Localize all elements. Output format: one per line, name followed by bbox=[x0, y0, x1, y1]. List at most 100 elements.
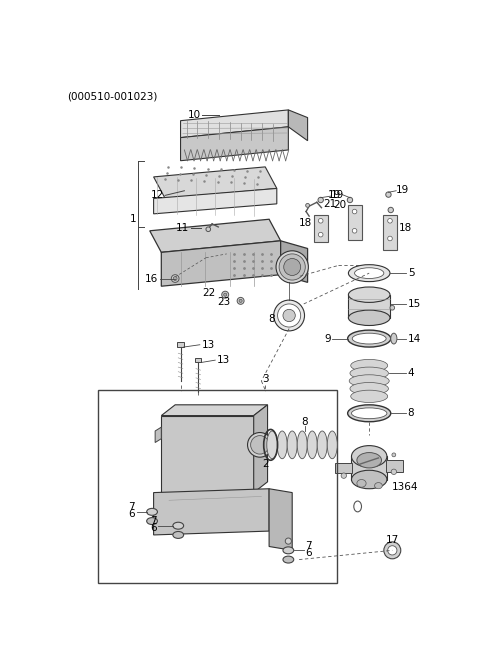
Text: 7: 7 bbox=[305, 541, 312, 551]
Ellipse shape bbox=[392, 453, 396, 457]
Text: 6: 6 bbox=[129, 509, 135, 519]
Ellipse shape bbox=[276, 251, 308, 283]
Polygon shape bbox=[180, 110, 288, 138]
Bar bbox=[98, 390, 337, 583]
Ellipse shape bbox=[277, 431, 287, 459]
Text: 16: 16 bbox=[145, 274, 158, 284]
Ellipse shape bbox=[388, 218, 392, 223]
Text: 15: 15 bbox=[408, 299, 421, 309]
Ellipse shape bbox=[352, 209, 357, 214]
Ellipse shape bbox=[147, 517, 157, 525]
Text: 18: 18 bbox=[299, 218, 312, 228]
Ellipse shape bbox=[351, 360, 388, 372]
Bar bbox=[178, 343, 184, 347]
Text: 6: 6 bbox=[305, 548, 312, 558]
Text: 10: 10 bbox=[188, 110, 201, 120]
Ellipse shape bbox=[277, 304, 300, 327]
Ellipse shape bbox=[374, 482, 382, 489]
Ellipse shape bbox=[327, 431, 337, 459]
Ellipse shape bbox=[355, 267, 384, 278]
Text: 1: 1 bbox=[130, 214, 137, 224]
Text: 4: 4 bbox=[408, 368, 414, 378]
Ellipse shape bbox=[274, 300, 304, 331]
Ellipse shape bbox=[390, 306, 395, 310]
Ellipse shape bbox=[352, 333, 386, 344]
Text: 19: 19 bbox=[396, 185, 409, 195]
Bar bbox=[351, 456, 387, 480]
Text: 21: 21 bbox=[323, 199, 336, 209]
Polygon shape bbox=[254, 405, 267, 493]
Polygon shape bbox=[154, 489, 269, 535]
Ellipse shape bbox=[283, 309, 295, 322]
Bar bbox=[383, 216, 397, 250]
Bar bbox=[314, 216, 328, 243]
Text: 8: 8 bbox=[408, 409, 414, 418]
Polygon shape bbox=[161, 405, 267, 415]
Ellipse shape bbox=[384, 542, 401, 559]
Ellipse shape bbox=[248, 433, 272, 457]
Text: 2: 2 bbox=[262, 459, 269, 469]
Polygon shape bbox=[154, 167, 277, 198]
Text: 1364: 1364 bbox=[392, 482, 419, 492]
Ellipse shape bbox=[348, 287, 390, 302]
Bar bbox=[348, 206, 361, 240]
Ellipse shape bbox=[307, 431, 317, 459]
Text: 7: 7 bbox=[129, 502, 135, 512]
Ellipse shape bbox=[391, 469, 396, 474]
Text: 22: 22 bbox=[202, 288, 215, 298]
Ellipse shape bbox=[391, 333, 397, 344]
Polygon shape bbox=[180, 127, 288, 161]
Text: 18: 18 bbox=[398, 224, 412, 233]
Ellipse shape bbox=[347, 198, 353, 203]
Ellipse shape bbox=[297, 431, 307, 459]
Ellipse shape bbox=[318, 233, 323, 237]
Ellipse shape bbox=[279, 254, 305, 280]
Text: 8: 8 bbox=[269, 314, 275, 325]
Ellipse shape bbox=[239, 299, 242, 302]
Text: 14: 14 bbox=[408, 333, 421, 343]
Ellipse shape bbox=[348, 310, 390, 325]
Ellipse shape bbox=[388, 207, 394, 213]
Ellipse shape bbox=[284, 259, 300, 276]
Ellipse shape bbox=[348, 265, 390, 282]
Ellipse shape bbox=[306, 204, 310, 207]
Text: 19: 19 bbox=[327, 190, 341, 200]
Bar bbox=[386, 460, 403, 472]
Polygon shape bbox=[161, 241, 281, 286]
Ellipse shape bbox=[348, 330, 391, 347]
Bar bbox=[195, 358, 201, 362]
Ellipse shape bbox=[173, 277, 177, 280]
Ellipse shape bbox=[224, 293, 227, 296]
Text: 13: 13 bbox=[201, 340, 215, 349]
Ellipse shape bbox=[171, 275, 179, 282]
Text: 3: 3 bbox=[262, 374, 269, 384]
Ellipse shape bbox=[351, 470, 387, 489]
Text: 20: 20 bbox=[333, 200, 346, 210]
Ellipse shape bbox=[222, 291, 228, 298]
Polygon shape bbox=[161, 415, 254, 493]
Text: 5: 5 bbox=[408, 268, 414, 278]
Ellipse shape bbox=[350, 382, 388, 395]
Ellipse shape bbox=[318, 218, 323, 223]
Polygon shape bbox=[269, 489, 292, 550]
Ellipse shape bbox=[283, 547, 294, 554]
Bar bbox=[348, 295, 390, 318]
Ellipse shape bbox=[173, 532, 184, 538]
Ellipse shape bbox=[251, 435, 269, 454]
Text: 19: 19 bbox=[331, 190, 344, 200]
Ellipse shape bbox=[350, 367, 388, 380]
Text: (000510-001023): (000510-001023) bbox=[67, 91, 158, 101]
Ellipse shape bbox=[237, 298, 244, 304]
Bar bbox=[336, 462, 352, 472]
Text: 6: 6 bbox=[150, 523, 156, 533]
Text: 17: 17 bbox=[385, 534, 399, 544]
Ellipse shape bbox=[317, 431, 327, 459]
Text: 12: 12 bbox=[150, 190, 164, 200]
Text: 23: 23 bbox=[217, 296, 230, 306]
Ellipse shape bbox=[348, 405, 391, 422]
Text: 7: 7 bbox=[150, 516, 156, 526]
Ellipse shape bbox=[386, 192, 391, 198]
Text: 8: 8 bbox=[301, 417, 308, 427]
Polygon shape bbox=[288, 110, 308, 140]
Polygon shape bbox=[150, 219, 281, 253]
